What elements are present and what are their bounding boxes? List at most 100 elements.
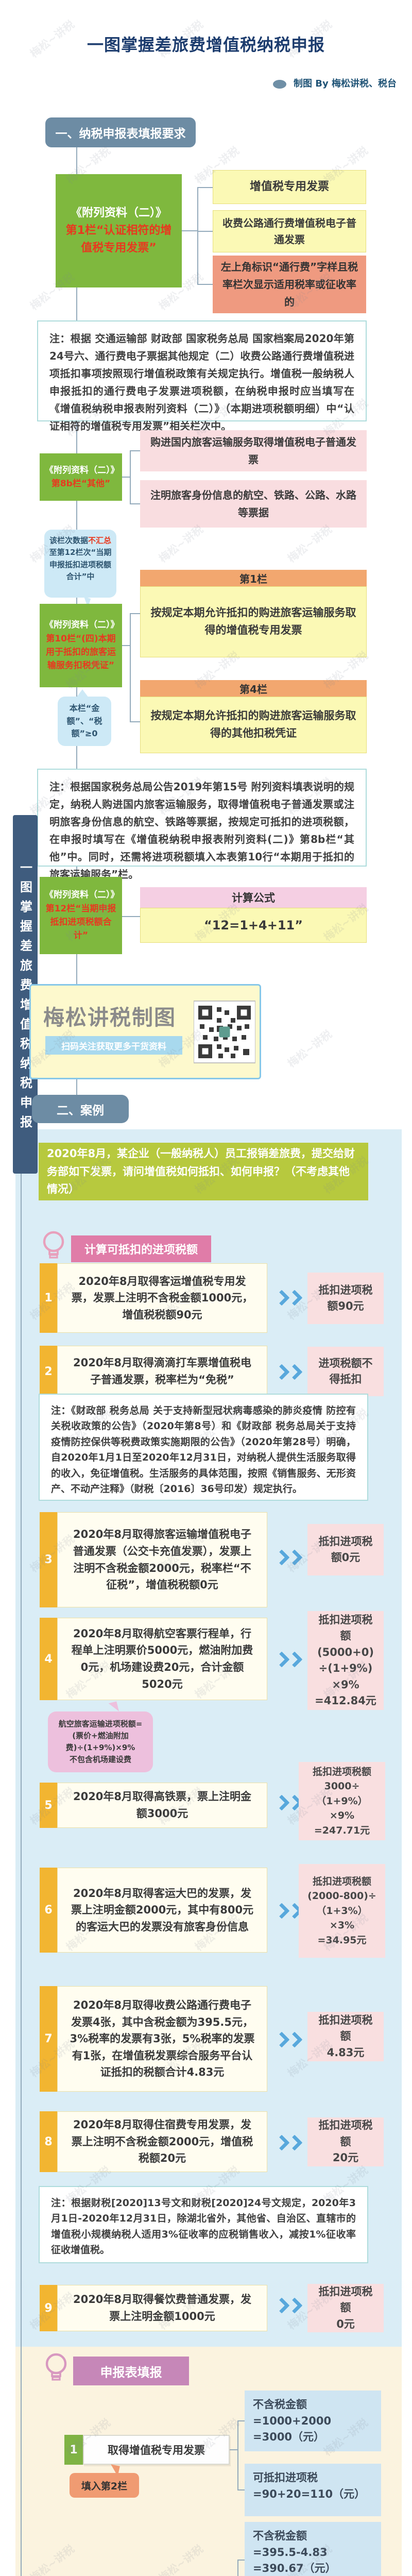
filing-row-tax-box: 可抵扣进项税 =90+20=110（元） — [245, 2464, 381, 2516]
flow2-target-passenger-einvoice: 购进国内旅客运输服务取得增值税电子普通发票 — [140, 430, 367, 471]
case-item-number: 1 — [40, 1263, 57, 1333]
case-item-text: 2020年8月取得餐饮费普通发票，发票上注明金额1000元 — [57, 2285, 267, 2331]
credit-line: 制图 By 梅松讲税、税台 — [0, 76, 397, 90]
connector — [237, 2489, 245, 2490]
arrow-right-icon — [273, 1549, 303, 1566]
flow3-source-prefix: 《附列资料（二）》 — [45, 620, 119, 631]
case-item-text: 2020年8月取得旅客运输增值税电子普通发票（公交卡充值发票），发票上注明不含税… — [57, 1512, 267, 1607]
case-item-result: 抵扣进项税额 3000÷（1+9%）×9% =247.71元 — [299, 1762, 385, 1840]
arrow-right-icon — [273, 2297, 303, 2314]
calc-section-header: 计算可抵扣的进项税额 — [71, 1235, 211, 1262]
connector — [130, 721, 140, 722]
case-item-result: 抵扣进项税额 (5000+0) ÷(1+9%) ×9% =412.84元 — [307, 1611, 384, 1710]
case-note-small-taxpayer: 注：根据财税[2020]13号文和财税[2020]24号文规定，2020年3月1… — [39, 2186, 368, 2263]
flow1-target-toll-einvoice: 收费公路通行费增值税电子普通发票 — [213, 210, 366, 252]
case-item-text: 2020年8月取得航空客票行程单，行程单上注明票价5000元，燃油附加费0元，机… — [57, 1618, 267, 1700]
note-box-toll: 注：根据 交通运输部 财政部 国家税务总局 国家档案局2020年第24号六、通行… — [37, 320, 367, 432]
case-item-number: 5 — [40, 1783, 57, 1828]
flow1-source-red: 第1栏“认证相符的增值税专用发票” — [65, 224, 172, 255]
arrow-right-icon — [273, 1290, 303, 1306]
flow1-source-box: 《附列资料（二）》 第1栏“认证相符的增值税专用发票” — [56, 174, 182, 287]
lightbulb-icon — [45, 2353, 67, 2381]
case-item-text: 2020年8月取得客运增值税专用发票，发票上注明不含税金额1000元，增值税税额… — [57, 1263, 267, 1333]
col4-header: 第4栏 — [140, 680, 367, 697]
bubble1-red: 不汇总 — [88, 536, 112, 545]
flow3-source-red: 第10栏“(四)本期用于抵扣的旅客运输服务扣税凭证” — [46, 633, 116, 671]
formula-value: “12=1+4+11” — [140, 908, 367, 943]
credit-text: 制图 By 梅松讲税、税台 — [294, 78, 397, 89]
section1-header: 一、纳税申报表填报要求 — [45, 117, 196, 147]
connector — [122, 477, 130, 478]
filing-row-amount-box: 不含税金额 =1000+2000 =3000（元） — [245, 2391, 381, 2451]
filing-row-number: 1 — [64, 2435, 83, 2465]
case-note-covid: 注：《财政部 税务总局 关于支持新型冠状病毒感染的肺炎疫情 防控有关税收政策的公… — [39, 1394, 368, 1501]
connector — [130, 613, 131, 722]
bubble1-post: 至第12栏次“当期申报抵扣进项税额合计”中 — [49, 548, 112, 581]
arrow-right-icon — [273, 1794, 303, 1811]
arrow-right-icon — [273, 2031, 303, 2048]
case-item-number: 7 — [40, 1986, 57, 2092]
case-item-number: 8 — [40, 2111, 57, 2172]
flow2-source-red: 第8b栏“其他” — [51, 479, 111, 489]
flow4-source-box: 《附列资料（二）》 第12栏“当期申报抵扣进项税额合计” — [40, 877, 122, 954]
note-box-passenger: 注：根据国家税务总局公告2019年第15号 附列资料填表说明的规定，纳税人购进国… — [37, 769, 367, 880]
connector — [182, 230, 197, 231]
bubble-no-aggregate: 该栏次数据不汇总至第12栏次“当期申报抵扣进项税额合计”中 — [44, 530, 116, 598]
case-item-number: 6 — [40, 1868, 57, 1953]
arrow-right-icon — [273, 2134, 303, 2151]
case-item-text: 2020年8月取得滴滴打车票增值税电子普通发票，税率栏为“免税” — [57, 1346, 267, 1397]
filing-row-amount-box: 不含税金额 =395.5-4.83 =390.67（元） — [245, 2522, 381, 2576]
case-item-result: 抵扣进项税额90元 — [307, 1273, 384, 1324]
connector — [130, 503, 140, 504]
connector — [230, 2449, 238, 2450]
connector — [197, 231, 213, 232]
case-item-text: 2020年8月取得高铁票，票上注明金额3000元 — [57, 1783, 267, 1828]
page-title: 一图掌握差旅费增值税纳税申报 — [87, 35, 325, 55]
section2-header: 二、案例 — [32, 1095, 129, 1123]
arrow-right-icon — [273, 1651, 303, 1668]
flow1-condition-box: 左上角标识“通行费”字样且税率栏次显示适用税率或征收率的 — [213, 256, 366, 313]
credit-dot-icon — [273, 79, 286, 89]
connector — [130, 613, 140, 614]
filing-row-label: 取得增值税专用发票 — [83, 2435, 230, 2465]
arrow-right-icon — [273, 1903, 303, 1919]
arrow-right-icon — [273, 1364, 303, 1380]
flow4-source-red: 第12栏“当期申报抵扣进项税额合计” — [45, 903, 116, 941]
brand-banner-title: 梅松讲税制图 — [43, 1005, 176, 1030]
case-item-text: 2020年8月取得收费公路通行费电子发票4张，其中含税金额为395.5元，3%税… — [57, 1986, 267, 2092]
qr-code — [194, 1001, 255, 1063]
col1-header: 第1栏 — [140, 570, 367, 586]
flow3-source-box: 《附列资料（二）》 第10栏“(四)本期用于抵扣的旅客运输服务扣税凭证” — [40, 604, 122, 687]
case-item-text: 2020年8月取得客运大巴的发票，发票上注明金额2000元，其中有800元的客运… — [57, 1868, 267, 1953]
flow2-target-id-tickets: 注明旅客身份信息的航空、铁路、公路、水路等票据 — [140, 480, 367, 528]
connector — [122, 916, 140, 917]
case-item-number: 2 — [40, 1346, 57, 1397]
lightbulb-icon — [43, 1231, 64, 1259]
case-item-result: 抵扣进项税额0元 — [307, 1524, 384, 1575]
case-item-result: 抵扣进项税额 0元 — [307, 2284, 384, 2332]
connector — [130, 450, 140, 451]
brand-banner: 梅松讲税制图 扫码关注获取更多干货资料 — [29, 984, 261, 1079]
air-formula-bubble: 航空旅客运输进项税额=(票价+燃油附加费)÷(1+9%)×9% 不包含机场建设费 — [48, 1711, 153, 1772]
spine-line-bottom — [21, 1109, 22, 2576]
flow4-source-prefix: 《附列资料（二）》 — [45, 890, 119, 901]
bubble1-pre: 该栏次数据 — [49, 536, 88, 545]
connector — [197, 187, 213, 188]
filing-row-tag: 填入第2栏 — [70, 2473, 139, 2498]
brand-banner-subtitle: 扫码关注获取更多干货资料 — [45, 1036, 182, 1055]
bubble-tail — [76, 689, 89, 698]
case-item-result: 抵扣进项税额 20元 — [307, 2117, 384, 2166]
connector — [237, 2560, 245, 2561]
filing-section-header: 申报表填报 — [73, 2357, 189, 2385]
col1-body: 按规定本期允许抵扣的购进旅客运输服务取得的增值税专用发票 — [140, 586, 367, 657]
case-intro: 2020年8月，某企业（一般纳税人）员工报销差旅费，提交给财务部如下发票，请问增… — [39, 1143, 368, 1200]
flow2-source-prefix: 《附列资料（二）》 — [45, 465, 119, 476]
flow1-target-special-invoice: 增值税专用发票 — [213, 170, 366, 204]
bubble-amount-gte-zero: 本栏“金额”、“税额”≥0 — [58, 697, 111, 746]
flow1-source-prefix: 《附列资料（二）》 — [70, 206, 167, 219]
connector — [237, 2420, 245, 2421]
formula-header: 计算公式 — [140, 887, 367, 908]
case-item-number: 4 — [40, 1618, 57, 1700]
case-item-text: 2020年8月取得住宿费专用发票，发票上注明不含税金额2000元，增值税税额20… — [57, 2111, 267, 2172]
flow2-source-box: 《附列资料（二）》 第8b栏“其他” — [40, 453, 122, 501]
